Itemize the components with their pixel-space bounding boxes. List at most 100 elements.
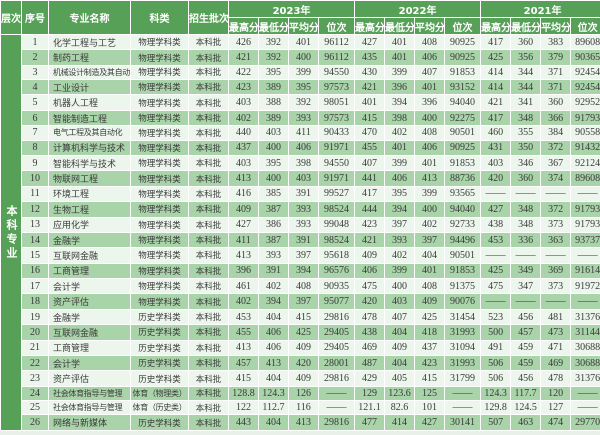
table-row: 24 社会体育指导与管理 体育（物理类） 本科批 128.8 124.3 126 —— 129 1… bbox=[1, 385, 600, 402]
level-label: 本科专业 bbox=[0, 34, 22, 431]
cell-score: 444 bbox=[354, 201, 386, 218]
cell-index: 2 bbox=[21, 49, 49, 66]
cell-score: 89608 bbox=[570, 33, 600, 51]
cell-score: 461 bbox=[228, 278, 259, 295]
cell-score: 414 bbox=[480, 64, 512, 81]
cell-index: 14 bbox=[21, 231, 49, 249]
table-row: 18 资产评估 物理学科类 本科批 402 394 397 95077 420 403 409 900… bbox=[1, 293, 600, 310]
cell-score: 404 bbox=[384, 355, 416, 372]
cell-score: 413 bbox=[288, 414, 319, 431]
table-row: 20 互联网金融 历史学科类 本科批 455 406 425 29405 438 404 418 31… bbox=[1, 324, 600, 341]
cell-score: 401 bbox=[354, 94, 386, 111]
cell-score: 388 bbox=[258, 94, 289, 111]
cell-major: 应用化学 bbox=[48, 216, 131, 233]
cell-score: —— bbox=[540, 185, 572, 203]
cell-category: 物理学科类 bbox=[130, 170, 189, 187]
cell-score: 389 bbox=[258, 79, 289, 96]
cell-score: 29816 bbox=[317, 308, 356, 326]
table-row: 5 机器人工程 物理学科类 本科批 403 388 392 98051 401 394 396 940… bbox=[1, 94, 600, 111]
cell-score: 93565 bbox=[444, 185, 482, 203]
cell-score: 30688 bbox=[570, 355, 600, 372]
cell-score: 414 bbox=[480, 79, 512, 96]
cell-category: 历史学科类 bbox=[130, 355, 189, 372]
cell-score: 438 bbox=[480, 216, 512, 233]
cell-batch: 本科批 bbox=[188, 293, 229, 310]
cell-batch: 本科批 bbox=[188, 125, 229, 141]
cell-batch: 本科批 bbox=[188, 109, 229, 127]
cell-score: 94550 bbox=[317, 64, 356, 81]
cell-score: 391 bbox=[258, 262, 289, 280]
cell-category: 历史学科类 bbox=[130, 414, 189, 431]
cell-batch: 本科批 bbox=[188, 324, 229, 341]
cell-score: 355 bbox=[510, 125, 542, 141]
cell-score: 481 bbox=[540, 308, 572, 326]
cell-score: 403 bbox=[384, 293, 416, 310]
cell-score: 400 bbox=[288, 49, 319, 66]
cell-score: 409 bbox=[414, 293, 446, 310]
cell-score: 129 bbox=[354, 385, 386, 402]
cell-index: 7 bbox=[21, 125, 49, 141]
cell-score: —— bbox=[317, 400, 356, 416]
cell-score: 437 bbox=[228, 139, 259, 156]
cell-batch: 本科批 bbox=[188, 49, 229, 66]
cell-score: 389 bbox=[258, 109, 289, 127]
cell-score: 411 bbox=[228, 231, 259, 249]
cell-batch: 本科批 bbox=[188, 170, 229, 187]
cell-batch: 本科批 bbox=[188, 33, 229, 51]
cell-score: 423 bbox=[354, 216, 386, 233]
cell-score: 91853 bbox=[444, 64, 482, 81]
level-label-text: 本科专业 bbox=[5, 204, 18, 261]
cell-index: 20 bbox=[21, 324, 49, 341]
cell-score: 94496 bbox=[444, 231, 482, 249]
table-row: 14 金融学 物理学科类 本科批 411 387 391 98524 421 393 397 9449… bbox=[1, 231, 600, 249]
cell-score: 99527 bbox=[317, 185, 356, 203]
cell-score: 425 bbox=[480, 262, 512, 280]
table-row: 13 应用化学 物理学科类 本科批 427 386 393 99048 423 397 402 927… bbox=[1, 216, 600, 233]
cell-category: 物理学科类 bbox=[130, 216, 189, 233]
cell-index: 6 bbox=[21, 109, 49, 127]
table-row: 22 会计学 历史学科类 本科批 457 413 420 28001 487 404 423 3199… bbox=[1, 355, 600, 372]
cell-score: 93737 bbox=[570, 231, 600, 249]
cell-major: 资产评估 bbox=[48, 370, 131, 387]
cell-score: 400 bbox=[258, 139, 289, 156]
cell-score: —— bbox=[317, 385, 356, 402]
cell-score: 91853 bbox=[444, 154, 482, 172]
cell-score: 379 bbox=[540, 49, 572, 66]
cell-score: 372 bbox=[540, 201, 572, 218]
cell-major: 生物工程 bbox=[48, 201, 131, 218]
cell-score: 121.1 bbox=[354, 400, 386, 416]
cell-score: 397 bbox=[288, 293, 319, 310]
cell-score: 506 bbox=[480, 355, 512, 372]
table-row: 9 智能科学与技术 物理学科类 本科批 403 395 398 94550 407 399 401 9… bbox=[1, 154, 600, 172]
cell-score: 423 bbox=[228, 79, 259, 96]
cell-index: 26 bbox=[21, 414, 49, 431]
cell-score: 90925 bbox=[444, 139, 482, 156]
cell-score: 90076 bbox=[444, 293, 482, 310]
col-header-min-2022: 最低分 bbox=[384, 17, 416, 35]
cell-score: 401 bbox=[384, 49, 416, 66]
col-header-major: 专业名称 bbox=[48, 0, 131, 35]
cell-score: 403 bbox=[480, 154, 512, 172]
cell-score: 402 bbox=[228, 109, 259, 127]
cell-score: 404 bbox=[258, 370, 289, 387]
cell-batch: 本科批 bbox=[188, 201, 229, 218]
cell-score: 394 bbox=[384, 201, 416, 218]
cell-score: 91432 bbox=[570, 139, 600, 156]
cell-score: 399 bbox=[384, 64, 416, 81]
cell-score: 478 bbox=[354, 308, 386, 326]
cell-score: 91971 bbox=[317, 170, 356, 187]
col-header-category: 科类 bbox=[130, 0, 189, 35]
cell-score: 413 bbox=[258, 355, 289, 372]
cell-score: 348 bbox=[510, 109, 542, 127]
cell-score: —— bbox=[510, 247, 542, 264]
cell-major: 电气工程及其自动化 bbox=[48, 125, 131, 141]
cell-score: 404 bbox=[258, 414, 289, 431]
cell-score: 366 bbox=[540, 109, 572, 127]
cell-score: 29405 bbox=[317, 324, 356, 341]
col-header-level: 层次 bbox=[0, 0, 22, 35]
cell-batch: 本科批 bbox=[188, 216, 229, 233]
cell-score: 453 bbox=[228, 308, 259, 326]
cell-score: 456 bbox=[510, 370, 542, 387]
cell-score: 421 bbox=[354, 79, 386, 96]
